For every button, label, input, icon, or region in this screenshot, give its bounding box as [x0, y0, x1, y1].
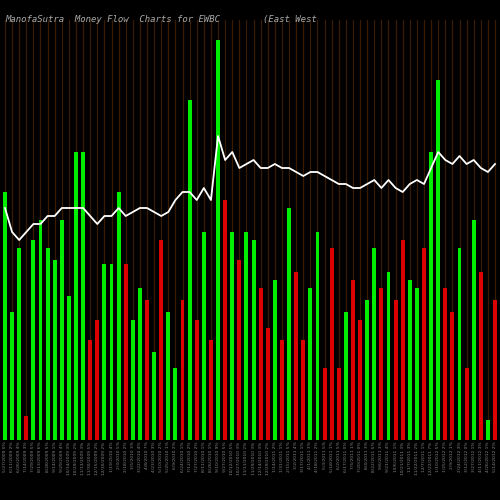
Bar	[96, 320, 100, 440]
Bar	[188, 100, 192, 440]
Bar	[195, 320, 198, 440]
Bar	[436, 80, 440, 440]
Bar	[116, 192, 120, 440]
Bar	[358, 320, 362, 440]
Bar	[124, 264, 128, 440]
Text: ManofaSutra  Money Flow  Charts for EWBC        (East West                      : ManofaSutra Money Flow Charts for EWBC (…	[5, 15, 500, 24]
Bar	[415, 288, 419, 440]
Bar	[458, 248, 462, 440]
Bar	[17, 248, 21, 440]
Bar	[223, 200, 227, 440]
Bar	[386, 272, 390, 440]
Bar	[110, 264, 114, 440]
Bar	[81, 152, 85, 440]
Bar	[88, 340, 92, 440]
Bar	[152, 352, 156, 440]
Bar	[244, 232, 248, 440]
Bar	[394, 300, 398, 440]
Bar	[280, 340, 284, 440]
Bar	[46, 248, 50, 440]
Bar	[344, 312, 348, 440]
Bar	[316, 232, 320, 440]
Bar	[266, 328, 270, 440]
Bar	[202, 232, 206, 440]
Bar	[493, 300, 497, 440]
Bar	[38, 220, 42, 440]
Bar	[380, 288, 384, 440]
Bar	[479, 272, 483, 440]
Bar	[160, 240, 163, 440]
Bar	[258, 288, 262, 440]
Bar	[180, 300, 184, 440]
Bar	[302, 340, 305, 440]
Bar	[450, 312, 454, 440]
Bar	[216, 40, 220, 440]
Bar	[3, 192, 7, 440]
Bar	[102, 264, 106, 440]
Bar	[131, 320, 135, 440]
Bar	[422, 248, 426, 440]
Bar	[230, 232, 234, 440]
Bar	[138, 288, 142, 440]
Bar	[287, 208, 291, 440]
Bar	[322, 368, 326, 440]
Bar	[472, 220, 476, 440]
Bar	[238, 260, 242, 440]
Bar	[400, 240, 404, 440]
Bar	[337, 368, 340, 440]
Bar	[365, 300, 369, 440]
Bar	[308, 288, 312, 440]
Bar	[351, 280, 355, 440]
Bar	[372, 248, 376, 440]
Bar	[464, 368, 468, 440]
Bar	[252, 240, 256, 440]
Bar	[67, 296, 71, 440]
Bar	[166, 312, 170, 440]
Bar	[74, 152, 78, 440]
Bar	[52, 260, 56, 440]
Bar	[429, 152, 433, 440]
Bar	[60, 220, 64, 440]
Bar	[294, 272, 298, 440]
Bar	[145, 300, 149, 440]
Bar	[408, 280, 412, 440]
Bar	[486, 420, 490, 440]
Bar	[24, 416, 28, 440]
Bar	[209, 340, 213, 440]
Bar	[273, 280, 277, 440]
Bar	[10, 312, 14, 440]
Bar	[444, 288, 448, 440]
Bar	[330, 248, 334, 440]
Bar	[174, 368, 178, 440]
Bar	[32, 240, 36, 440]
